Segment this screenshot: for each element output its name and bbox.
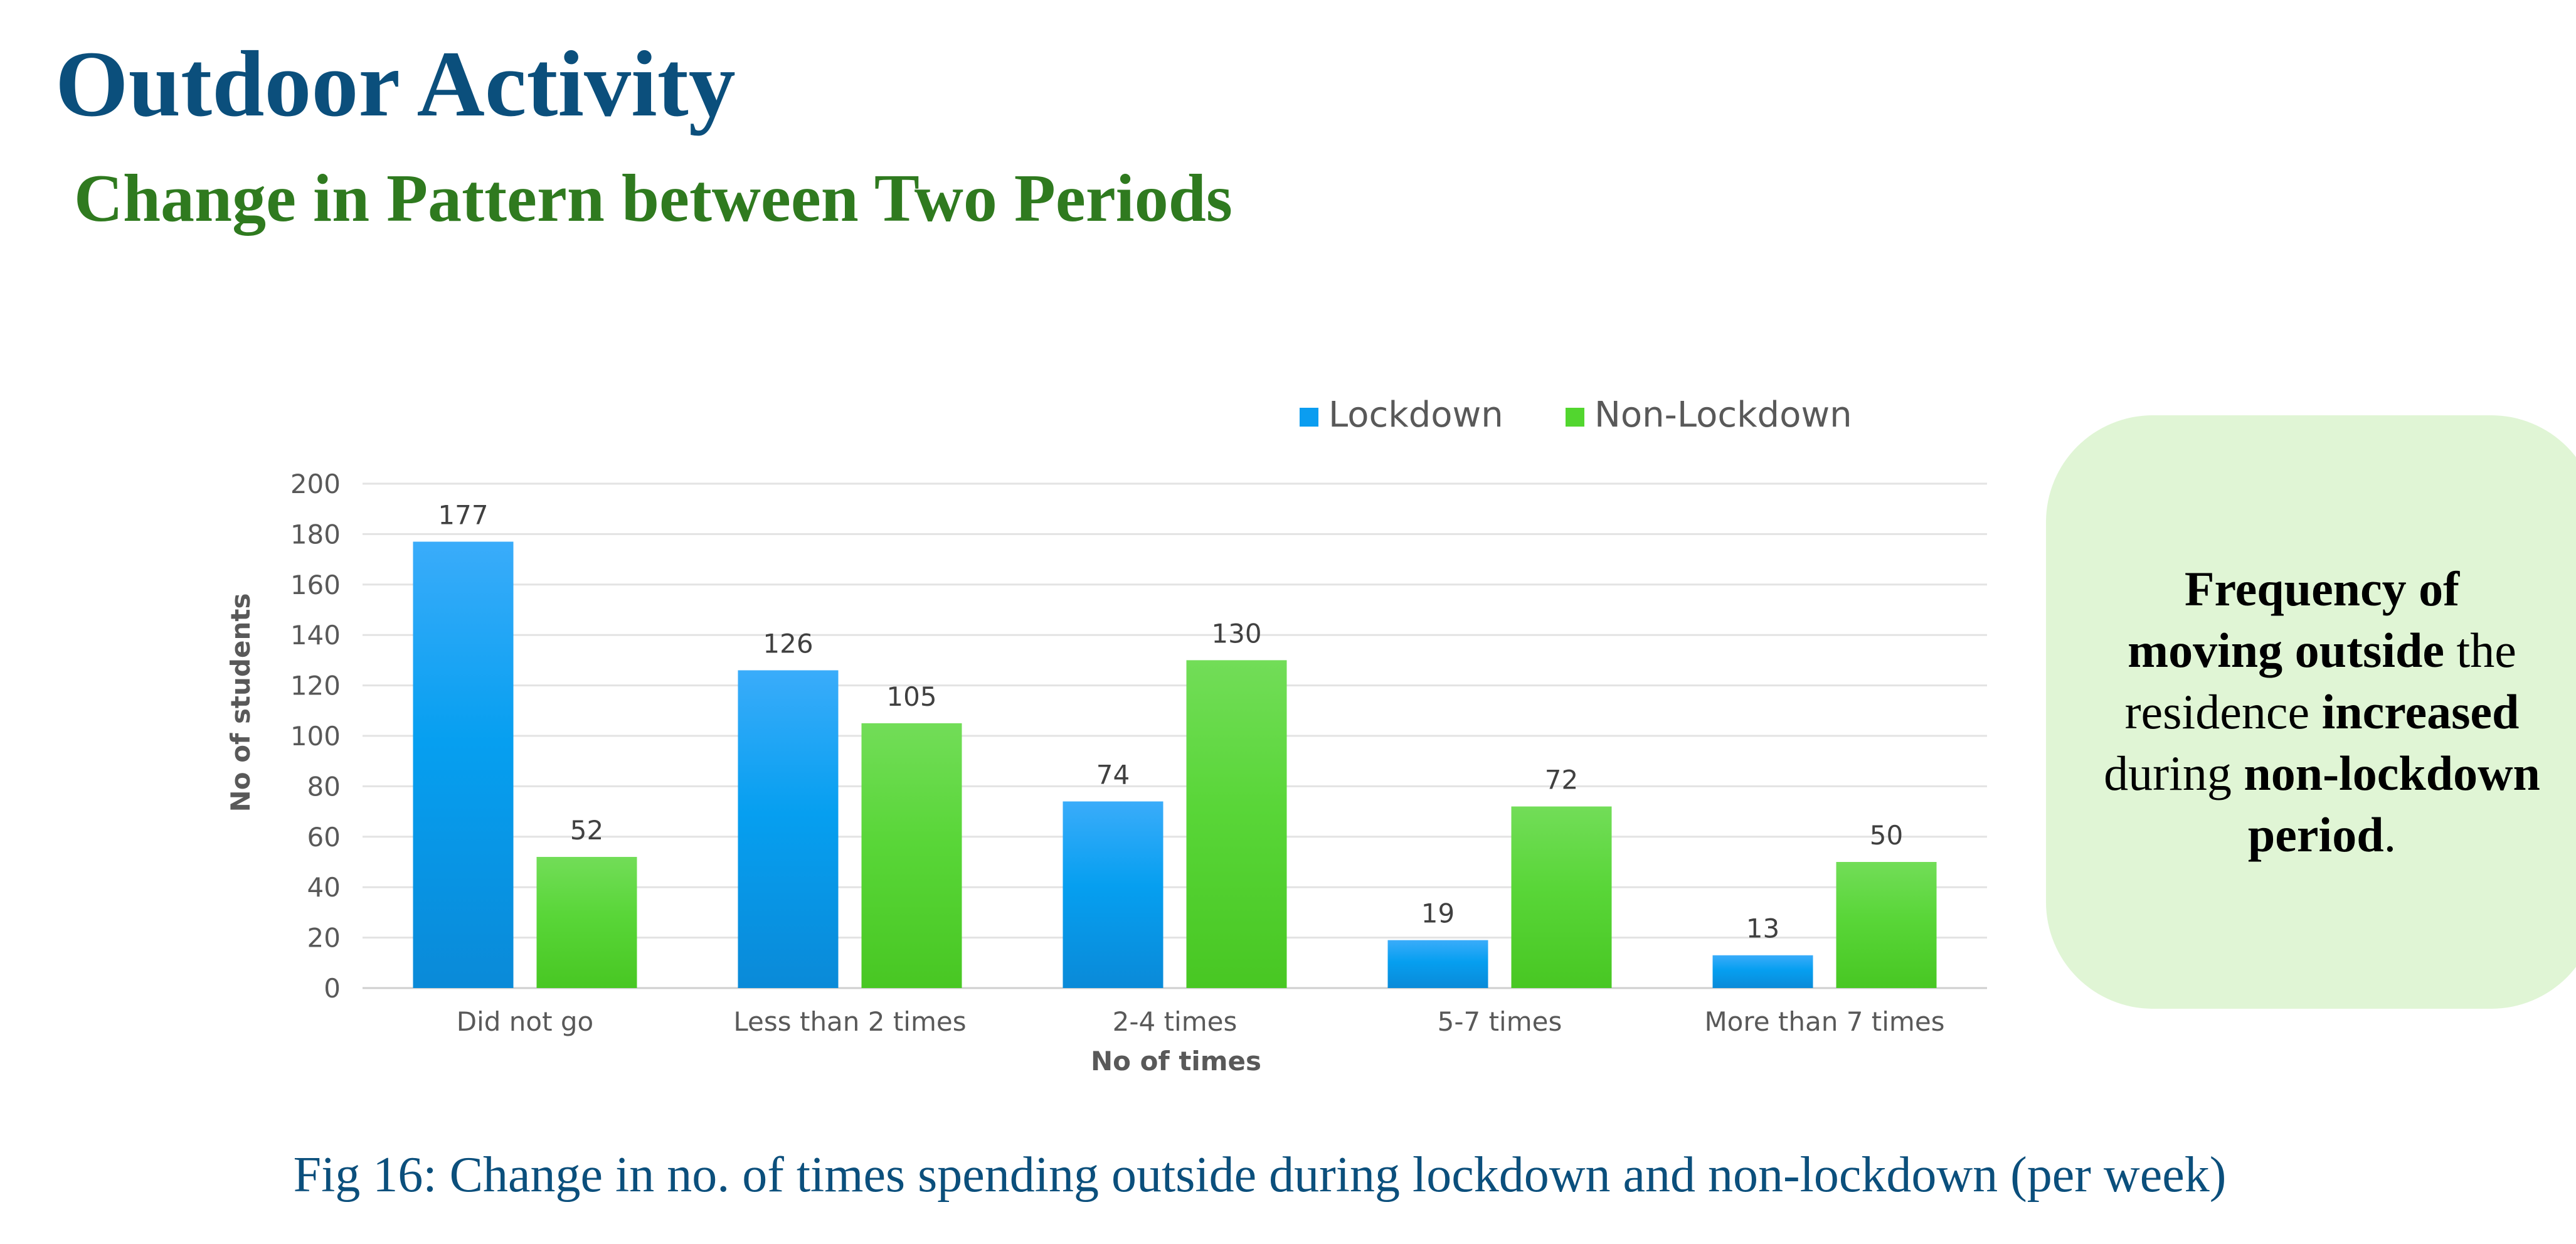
y-tick-label: 160 [290,570,341,600]
bar-lockdown [738,670,839,988]
data-label: 13 [1746,913,1779,944]
callout-text: Frequency of moving outside the residenc… [2102,558,2542,866]
legend-label-non-lockdown: Non-Lockdown [1594,395,1852,435]
bar-lockdown [413,541,514,988]
y-tick-label: 40 [307,872,341,903]
x-tick-label: 5-7 times [1438,1006,1562,1037]
bar-non-lockdown [536,856,637,988]
data-labels: 177 52 126 105 74 130 19 72 13 50 [438,499,1903,944]
callout-text-residence: the residence [2124,623,2516,739]
y-tick-label: 0 [324,973,341,1004]
bar-chart: 0 20 40 60 80 100 120 140 160 180 200 177 52 126 105 7… [225,395,1987,1077]
chart-legend: Lockdown Non-Lockdown [1300,395,1852,435]
legend-label-lockdown: Lockdown [1328,395,1503,435]
data-label: 19 [1421,898,1455,929]
y-tick-label: 180 [290,519,341,550]
bars [413,541,1937,988]
bar-non-lockdown [1186,660,1287,988]
y-axis-ticks: 0 20 40 60 80 100 120 140 160 180 200 [290,469,341,1004]
x-tick-label: 2-4 times [1113,1006,1238,1037]
callout-text-during: during [2104,746,2244,800]
data-label: 126 [763,628,813,659]
y-tick-label: 200 [290,469,341,499]
x-tick-label: More than 7 times [1704,1006,1944,1037]
y-tick-label: 80 [307,771,341,802]
figure-caption: Fig 16: Change in no. of times spending … [0,1147,2576,1204]
x-tick-label: Did not go [457,1006,594,1037]
bar-lockdown [1063,801,1163,988]
bar-non-lockdown [861,723,962,988]
legend-swatch-non-lockdown [1566,408,1584,427]
data-label: 74 [1096,760,1130,790]
bar-lockdown [1387,940,1488,988]
x-tick-label: Less than 2 times [733,1006,966,1037]
data-label: 130 [1211,618,1261,649]
data-label: 105 [886,681,936,712]
data-label: 50 [1870,820,1903,851]
y-tick-label: 120 [290,671,341,701]
figure-caption-text: Fig 16: Change in no. of times spending … [293,1147,2227,1203]
data-label: 72 [1545,765,1578,795]
page-subtitle: Change in Pattern between Two Periods [74,161,1232,236]
callout-bold-period: non-lockdown period [2244,746,2540,862]
y-tick-label: 20 [307,923,341,954]
data-label: 52 [570,815,603,846]
bar-non-lockdown [1511,806,1612,988]
y-tick-label: 100 [290,721,341,752]
bar-lockdown [1712,955,1813,988]
callout-box: Frequency of moving outside the residenc… [2046,415,2576,1009]
data-label: 177 [438,499,488,530]
callout-text-period-end: . [2383,807,2397,862]
y-tick-label: 60 [307,822,341,853]
page-title: Outdoor Activity [55,32,736,136]
y-axis-title: No of students [225,593,256,812]
callout-bold-frequency: Frequency of moving outside [2128,561,2460,678]
gridlines [363,482,1987,989]
x-axis-title: No of times [1091,1046,1261,1077]
bar-non-lockdown [1836,862,1937,988]
y-tick-label: 140 [290,620,341,651]
legend-swatch-lockdown [1300,408,1318,427]
callout-bold-increased: increased [2321,684,2520,739]
x-axis-ticks: Did not go Less than 2 times 2-4 times 5-7 … [457,1006,1945,1037]
